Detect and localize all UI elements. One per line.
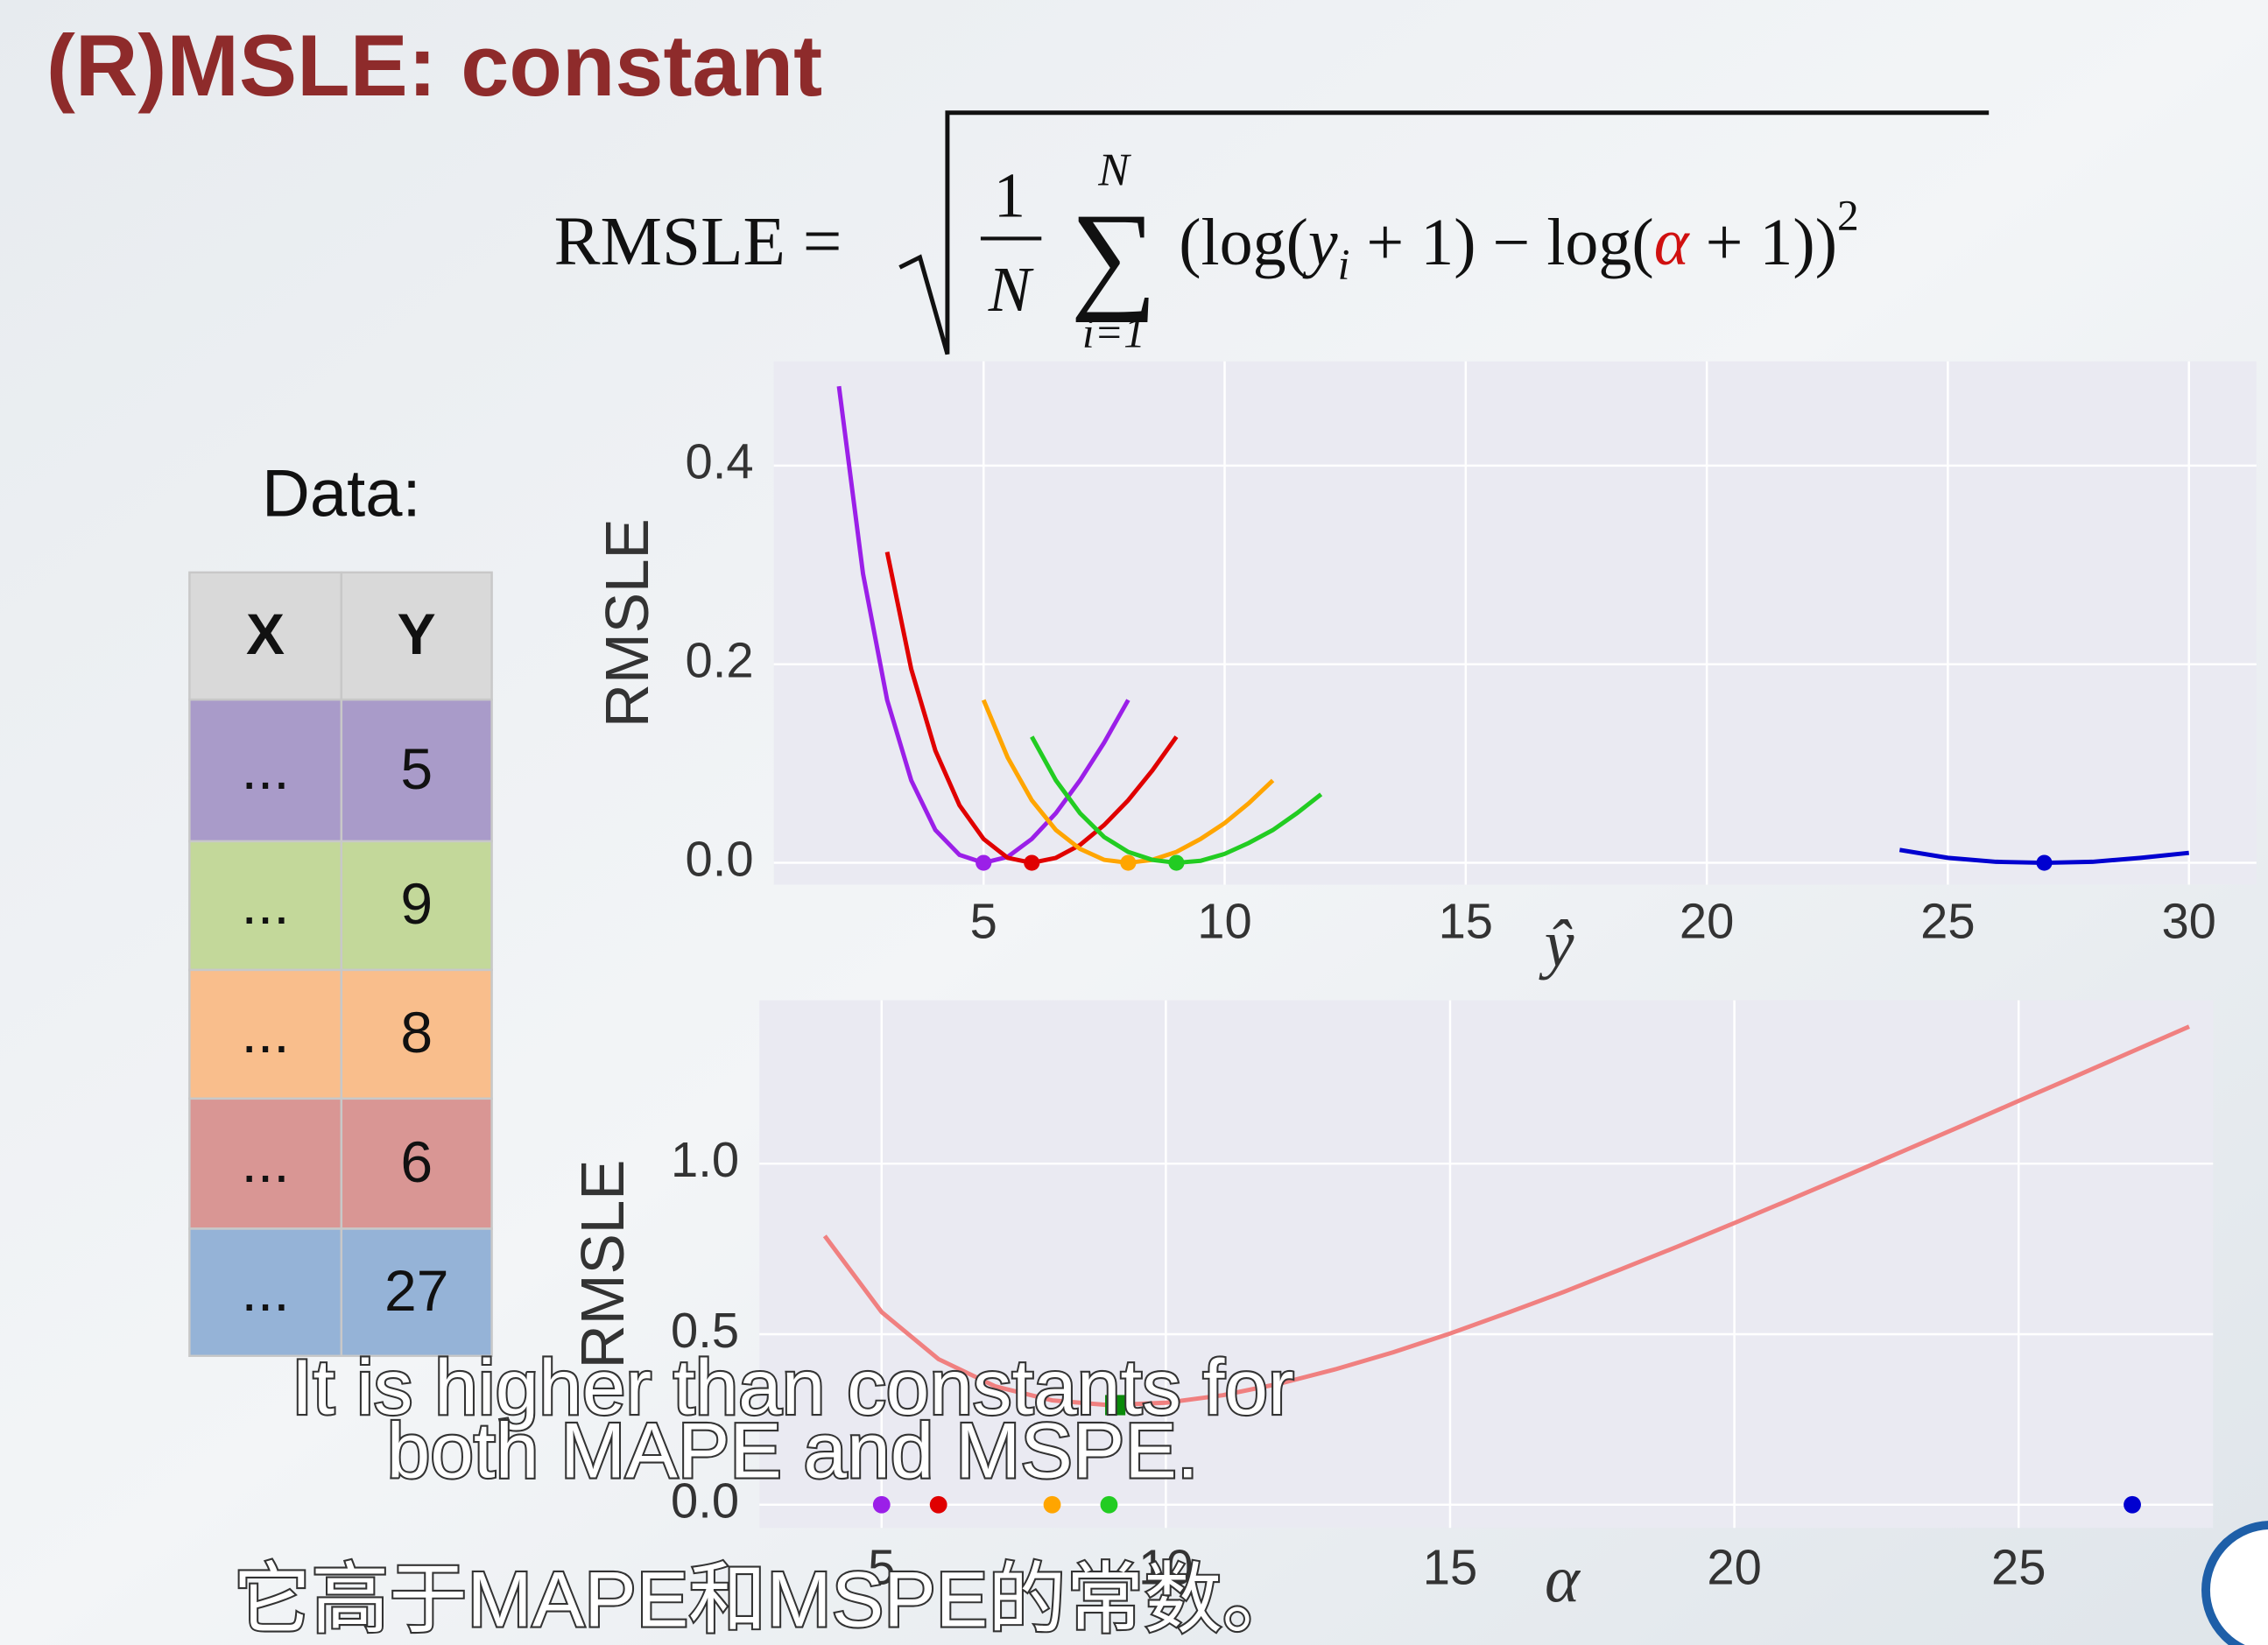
x-tick-label: 10 <box>1197 894 1251 949</box>
y-tick-label: 0.2 <box>686 633 754 688</box>
sum-sign: ∑ <box>1070 189 1157 324</box>
optimum-marker <box>1105 1395 1126 1416</box>
point <box>872 1495 891 1514</box>
formula-part: (log( <box>1179 206 1308 279</box>
table-cell-text: 8 <box>400 1000 433 1065</box>
table-cell-text: 9 <box>400 871 433 936</box>
sqrt-sign <box>898 110 1990 355</box>
formula-subscript: i <box>1338 241 1350 289</box>
formula-body: (log(yi + 1) − log(α + 1))2 <box>1179 192 1859 289</box>
point <box>929 1495 947 1514</box>
table-cell <box>188 698 343 843</box>
point <box>1100 1495 1118 1514</box>
charts: 5 10 15 20 25 30 0.0 0.2 0.4 RMSLE ŷ 5 10 15 20 25 0.0 0.… <box>568 361 2257 1616</box>
table-cell <box>188 1227 343 1358</box>
subtitle-line: both MAPE and MSPE. <box>387 1406 1199 1494</box>
table-cell <box>188 840 343 972</box>
min-marker <box>976 854 992 871</box>
plot-area <box>759 1000 2214 1529</box>
fraction-numerator: 1 <box>994 160 1025 231</box>
y-axis-label: RMSLE <box>593 518 661 728</box>
x-tick-label: 15 <box>1439 894 1493 949</box>
x-tick-label: 5 <box>970 894 997 949</box>
subtitle-line: 它高于MAPE和MSPE的常数。 <box>233 1556 1300 1643</box>
point <box>2124 1495 2141 1514</box>
table-cell <box>188 571 343 701</box>
x-tick-label: 25 <box>1991 1540 2046 1595</box>
table-cell-text: 5 <box>400 736 433 801</box>
table-cell-text: ... <box>242 1000 290 1065</box>
y-tick-label: 0.0 <box>686 831 754 886</box>
table-cell <box>340 1097 493 1230</box>
min-marker <box>2036 854 2053 871</box>
table-cell <box>340 1227 493 1358</box>
data-line <box>822 1024 2190 1408</box>
y-tick-label: 0.4 <box>686 434 754 489</box>
table-cell-text: ... <box>242 736 290 801</box>
plot-area <box>773 361 2257 885</box>
x-tick-label: 15 <box>1423 1540 1477 1595</box>
x-tick-label: 20 <box>1707 1540 1761 1595</box>
logo-circle <box>2201 1521 2268 1645</box>
point <box>1043 1495 1061 1514</box>
data-table: X Y... 5... 9... 8... 6... 27 <box>188 571 493 1358</box>
table-cell-text: 6 <box>400 1129 433 1194</box>
min-marker <box>1168 854 1185 871</box>
formula-part: + 1)) <box>1689 206 1837 279</box>
formula-lhs: RMSLE = <box>554 203 842 280</box>
x-axis-label: ŷ <box>1539 907 1574 981</box>
table-cell <box>188 968 343 1100</box>
x-tick-label: 10 <box>1138 1540 1193 1595</box>
x-tick-label: 25 <box>1920 894 1975 949</box>
table-cell <box>340 968 493 1100</box>
x-tick-label: 5 <box>868 1540 895 1595</box>
table-cell-text: Y <box>398 601 436 666</box>
table-cell-text: ... <box>242 1129 290 1194</box>
table-cell-text: ... <box>242 871 290 936</box>
formula-power: 2 <box>1837 192 1859 240</box>
formula-y: y <box>1302 206 1338 279</box>
table-cell-text: 27 <box>384 1258 448 1323</box>
table-cell <box>340 698 493 843</box>
y-tick-label: 0.0 <box>671 1473 739 1529</box>
formula: RMSLE = 1 N N ∑ i=1 (log(yi + 1) − log(α… <box>554 110 1990 356</box>
sum-lower: i=1 <box>1082 308 1145 356</box>
table-cell <box>340 840 493 972</box>
formula-part: + 1) − log( <box>1349 206 1653 279</box>
table-cell-text: ... <box>242 1258 290 1323</box>
sum-upper: N <box>1097 144 1131 195</box>
y-tick-label: 0.5 <box>671 1303 739 1358</box>
table-cell <box>340 571 493 701</box>
subtitle-line: It is higher than constants for <box>292 1343 1294 1431</box>
x-tick-label: 20 <box>1680 894 1734 949</box>
x-axis-label: α <box>1545 1543 1581 1616</box>
y-axis-label: RMSLE <box>568 1159 637 1368</box>
fraction-denominator: N <box>988 254 1034 325</box>
min-marker <box>1120 854 1137 871</box>
min-marker <box>1024 854 1040 871</box>
table-cell-text: X <box>246 601 285 666</box>
slide-title: (R)MSLE: constant <box>46 17 822 114</box>
formula-alpha: α <box>1654 206 1691 279</box>
x-tick-label: 30 <box>2161 894 2215 949</box>
y-tick-label: 1.0 <box>671 1132 739 1187</box>
table-caption: Data: <box>262 457 421 531</box>
